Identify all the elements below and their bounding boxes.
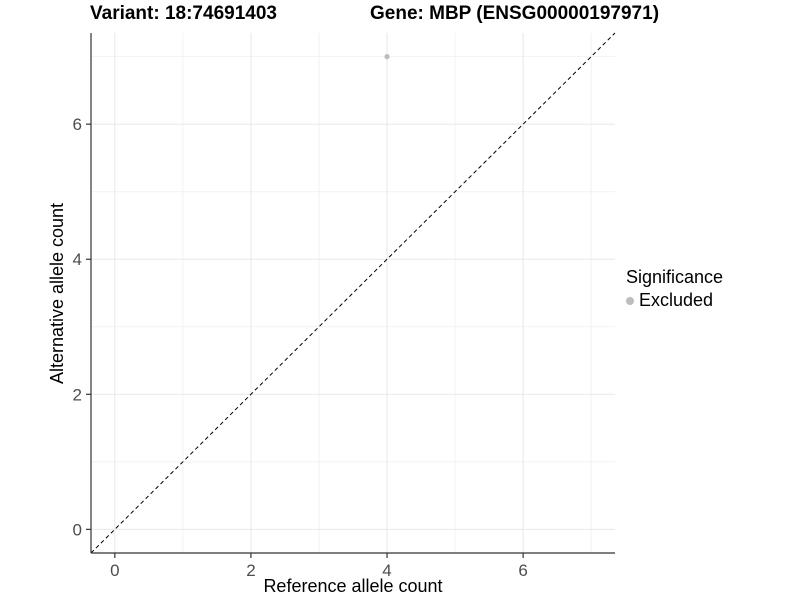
x-tick-label: 2 <box>246 561 255 580</box>
y-axis-title-box: Alternative allele count <box>42 33 74 553</box>
legend-item-excluded: Excluded <box>626 290 723 311</box>
y-tick-label: 4 <box>73 250 82 269</box>
excluded-point-icon <box>626 296 634 305</box>
identity-line <box>90 32 616 554</box>
y-tick-label: 2 <box>73 385 82 404</box>
y-tick-label: 0 <box>73 520 82 539</box>
x-tick-label: 6 <box>518 561 527 580</box>
data-point <box>384 54 390 60</box>
x-axis-title: Reference allele count <box>263 576 443 596</box>
plot-title-variant: Variant: 18:74691403 <box>90 3 277 24</box>
plot-title-gene: Gene: MBP (ENSG00000197971) <box>370 3 660 24</box>
legend: Significance Excluded <box>626 267 723 311</box>
y-axis-title: Alternative allele count <box>47 202 68 384</box>
x-tick-label: 4 <box>382 561 391 580</box>
y-tick-label: 6 <box>73 115 82 134</box>
legend-item-label: Excluded <box>639 290 714 310</box>
legend-title: Significance <box>626 267 724 287</box>
x-tick-label: 0 <box>110 561 119 580</box>
